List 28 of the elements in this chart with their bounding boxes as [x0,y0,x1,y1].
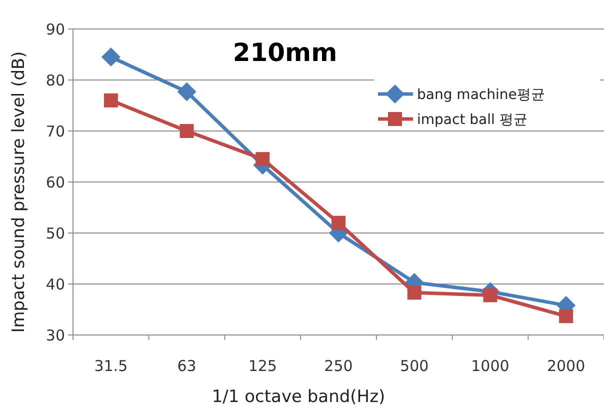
point [559,309,574,324]
y-tick-label: 40 [46,275,65,294]
x-tick-label: 500 [400,357,429,375]
point [332,216,346,230]
point [180,124,194,138]
x-tick-label: 1000 [471,357,510,375]
point [101,48,120,67]
x-axis-title: 1/1 octave band(Hz) [212,387,386,407]
point [483,288,498,302]
chart-title: 210mm [232,38,338,67]
point [104,93,118,108]
y-tick-label: 70 [46,122,65,140]
x-tick-label: 125 [248,357,277,375]
x-tick-label: 31.5 [94,357,128,375]
y-tick-label: 80 [46,71,65,90]
point [177,82,196,102]
y-axis-title: Impact sound pressure level (dB) [9,51,29,333]
legend-label: bang machine평균 [417,86,545,103]
x-tick-label: 2000 [546,357,586,375]
x-tick-label: 63 [177,357,196,375]
legend-label: impact ball 평균 [417,112,528,128]
y-tick-label: 60 [46,173,65,192]
y-tick-label: 50 [46,224,65,242]
x-tick-label: 250 [324,357,353,375]
point [256,152,270,166]
y-tick-label: 30 [46,326,65,344]
point [407,286,422,300]
y-tick-label: 90 [46,20,65,38]
